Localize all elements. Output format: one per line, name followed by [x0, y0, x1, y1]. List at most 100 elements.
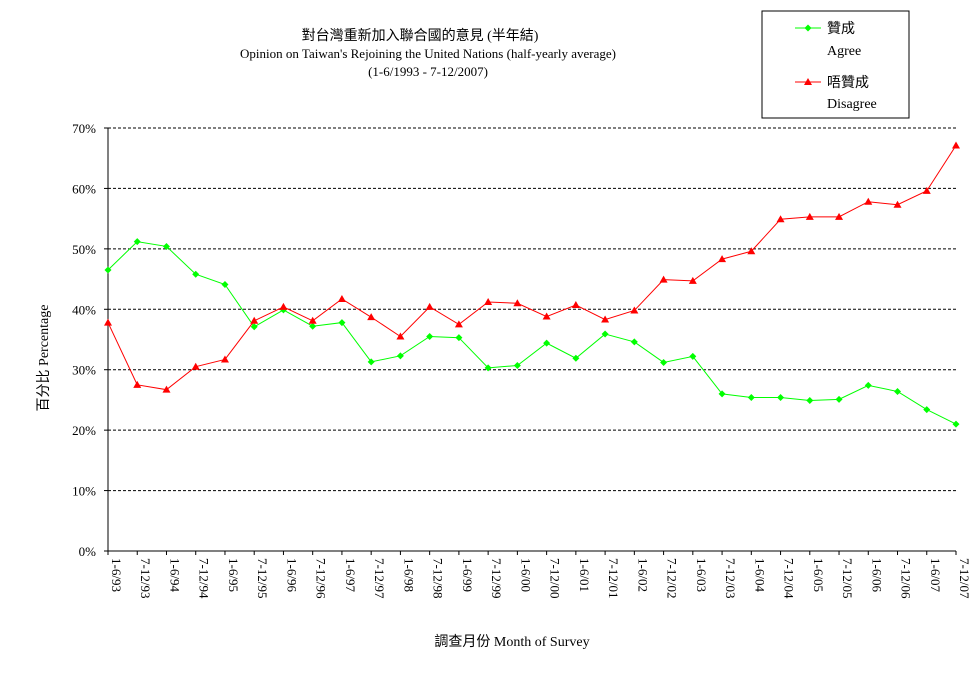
y-tick-label: 30% [72, 363, 96, 378]
y-tick-label: 0% [79, 544, 97, 559]
x-tick-label: 1-6/97 [343, 558, 358, 592]
data-point-agree [777, 394, 785, 402]
data-point-disagree [776, 215, 785, 223]
chart-subtitle: Opinion on Taiwan's Rejoining the United… [240, 46, 616, 61]
data-point-disagree [747, 247, 756, 255]
data-point-disagree [162, 385, 171, 393]
x-tick-label: 7-12/05 [840, 558, 855, 598]
x-tick-label: 1-6/96 [284, 558, 299, 592]
gridlines [108, 127, 956, 492]
data-point-disagree [513, 299, 522, 307]
data-point-disagree [367, 313, 376, 321]
data-point-agree [543, 339, 551, 347]
data-point-disagree [922, 186, 931, 194]
data-point-agree [747, 394, 755, 402]
data-point-agree [455, 334, 463, 342]
x-tick-labels: 1-6/93 7-12/93 1-6/94 7-12/94 1-6/95 7-12/95 1… [109, 558, 972, 599]
chart-title: 對台灣重新加入聯合國的意見 (半年結) [302, 27, 539, 44]
data-point-agree [601, 330, 609, 338]
x-tick-label: 1-6/01 [577, 558, 592, 592]
data-point-disagree [250, 316, 259, 324]
data-point-disagree [425, 302, 434, 310]
chart-period: (1-6/1993 - 7-12/2007) [368, 64, 488, 79]
x-tick-label: 7-12/93 [138, 558, 153, 598]
data-point-disagree [718, 255, 727, 263]
series [104, 141, 960, 428]
data-point-disagree [805, 212, 814, 220]
axes [104, 127, 957, 555]
data-point-agree [396, 352, 404, 360]
data-point-disagree [104, 318, 112, 326]
data-point-agree [689, 352, 697, 360]
data-point-agree [426, 332, 434, 340]
data-point-agree [835, 395, 843, 403]
data-point-disagree [571, 301, 580, 309]
data-point-disagree [454, 320, 463, 328]
data-point-disagree [630, 306, 639, 314]
data-point-disagree [484, 298, 493, 306]
legend-disagree-marker [804, 78, 812, 85]
y-tick-label: 50% [72, 242, 96, 257]
legend: 贊成 Agree 唔贊成 Disagree [761, 10, 910, 119]
data-point-agree [367, 358, 375, 366]
legend-agree-label-en: Agree [827, 44, 861, 59]
data-point-agree [513, 361, 521, 369]
data-point-disagree [864, 197, 873, 205]
data-point-agree [894, 387, 902, 395]
data-point-agree [133, 238, 141, 246]
series-line-disagree [107, 145, 957, 391]
data-point-disagree [396, 332, 405, 340]
x-tick-label: 1-6/93 [109, 558, 124, 592]
x-tick-label: 7-12/97 [372, 558, 387, 599]
x-tick-label: 7-12/98 [431, 558, 446, 598]
data-point-disagree [688, 276, 697, 284]
data-point-agree [660, 358, 668, 366]
x-tick-label: 1-6/95 [226, 558, 241, 592]
y-tick-label: 40% [72, 302, 96, 317]
data-point-disagree [659, 275, 668, 283]
x-tick-label: 1-6/00 [518, 558, 533, 592]
data-point-agree [923, 406, 931, 414]
y-tick-label: 10% [72, 484, 96, 499]
x-tick-label: 1-6/94 [167, 558, 182, 592]
data-point-agree [309, 322, 317, 330]
legend-disagree-label: 唔贊成 [827, 75, 869, 91]
x-tick-label: 7-12/01 [606, 558, 621, 598]
x-tick-label: 1-6/04 [752, 558, 767, 592]
data-point-disagree [337, 295, 346, 303]
x-tick-label: 7-12/99 [489, 558, 504, 598]
y-tick-labels: 0% 10% 20% 30% 40% 50% 60% 70% [72, 121, 96, 559]
data-point-disagree [191, 362, 200, 370]
x-tick-label: 7-12/03 [723, 558, 738, 598]
data-point-agree [338, 319, 346, 327]
data-point-agree [250, 323, 258, 331]
x-tick-label: 1-6/02 [635, 558, 650, 592]
data-point-disagree [279, 302, 288, 310]
series-agree [104, 238, 960, 428]
x-axis-title: 調查月份 Month of Survey [434, 634, 589, 650]
x-tick-label: 7-12/06 [899, 558, 914, 599]
data-point-agree [192, 270, 200, 278]
x-tick-label: 1-6/06 [869, 558, 884, 592]
data-point-agree [864, 381, 872, 389]
x-tick-label: 7-12/95 [255, 558, 270, 598]
data-point-agree [718, 390, 726, 398]
data-point-agree [952, 420, 960, 428]
x-tick-label: 7-12/02 [665, 558, 680, 598]
legend-agree-label: 贊成 [827, 21, 855, 37]
data-point-disagree [220, 355, 229, 363]
data-point-disagree [308, 316, 317, 324]
x-tick-label: 1-6/07 [928, 558, 943, 592]
x-tick-label: 1-6/05 [811, 558, 826, 592]
y-tick-label: 70% [72, 121, 96, 136]
x-tick-label: 7-12/04 [782, 558, 797, 599]
series-disagree [104, 141, 960, 393]
data-point-agree [572, 354, 580, 362]
data-point-agree [806, 397, 814, 405]
x-tick-label: 7-12/96 [314, 558, 329, 599]
data-point-disagree [952, 141, 960, 149]
data-point-disagree [133, 380, 142, 388]
data-point-agree [630, 338, 638, 346]
series-line-agree [107, 241, 957, 425]
